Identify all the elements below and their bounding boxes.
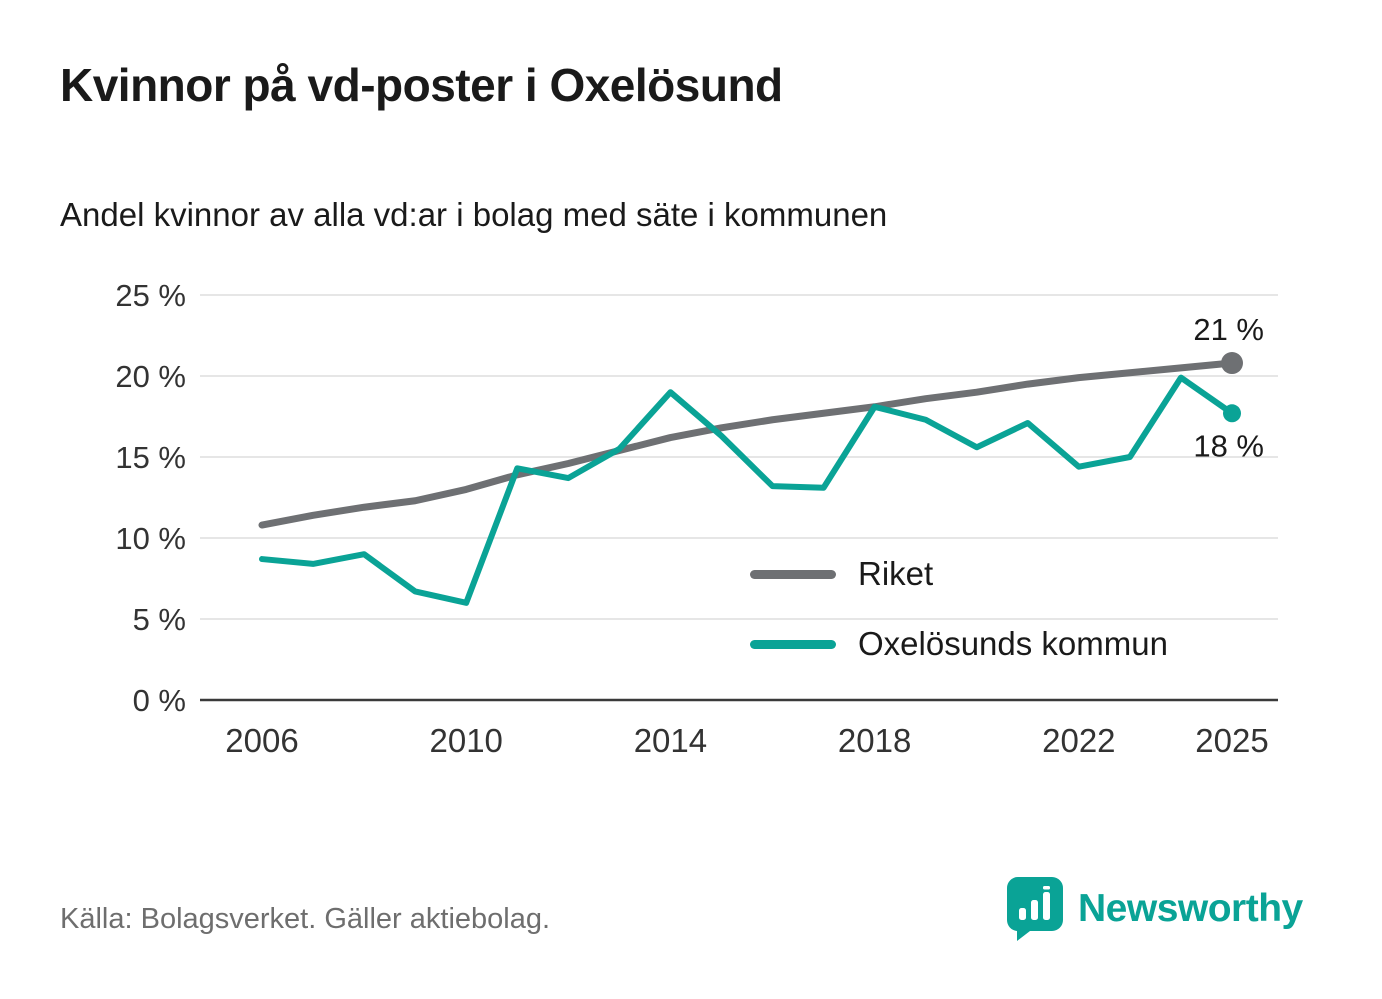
x-tick-label: 2022	[1042, 722, 1115, 759]
y-tick-label: 15 %	[115, 440, 186, 475]
legend-item-kommun: Oxelösunds kommun	[750, 622, 1168, 666]
annotations: 21 % 18 %	[1193, 312, 1264, 463]
series-line-0	[258, 359, 1236, 529]
y-tick-label: 20 %	[115, 359, 186, 394]
end-dot-1	[1223, 404, 1241, 423]
axes: 0 % 5 % 10 % 15 % 20 % 25 % 2006 2010 2014 2018 20…	[115, 278, 1278, 759]
end-label-0: 21 %	[1193, 312, 1264, 347]
legend: Riket Oxelösunds kommun	[750, 552, 1168, 666]
data-series	[258, 359, 1236, 606]
legend-item-riket: Riket	[750, 552, 1168, 596]
x-tick-label: 2018	[838, 722, 911, 759]
x-tick-label: 2006	[225, 722, 298, 759]
newsworthy-logo-icon	[1006, 877, 1063, 941]
legend-label-riket: Riket	[858, 555, 934, 592]
y-tick-label: 5 %	[133, 602, 186, 637]
y-tick-label: 25 %	[115, 278, 186, 313]
end-label-1: 18 %	[1193, 428, 1264, 463]
y-tick-label: 0 %	[133, 683, 186, 718]
x-tick-label: 2010	[429, 722, 502, 759]
end-dot-0	[1221, 352, 1243, 375]
x-tick-label: 2014	[634, 722, 707, 759]
page-subtitle: Andel kvinnor av alla vd:ar i bolag med …	[60, 196, 888, 233]
x-tick-label: 2025	[1195, 722, 1268, 759]
legend-label-kommun: Oxelösunds kommun	[858, 625, 1168, 662]
newsworthy-logo: Newsworthy	[1006, 876, 1303, 942]
newsworthy-logo-text: Newsworthy	[1078, 887, 1303, 930]
legend-swatch-kommun	[750, 639, 836, 649]
series-line-1	[259, 374, 1235, 606]
source-text: Källa: Bolagsverket. Gäller aktiebolag.	[60, 903, 551, 935]
page-title: Kvinnor på vd-poster i Oxelösund	[60, 59, 783, 111]
y-tick-label: 10 %	[115, 521, 186, 556]
legend-swatch-riket	[750, 569, 836, 579]
